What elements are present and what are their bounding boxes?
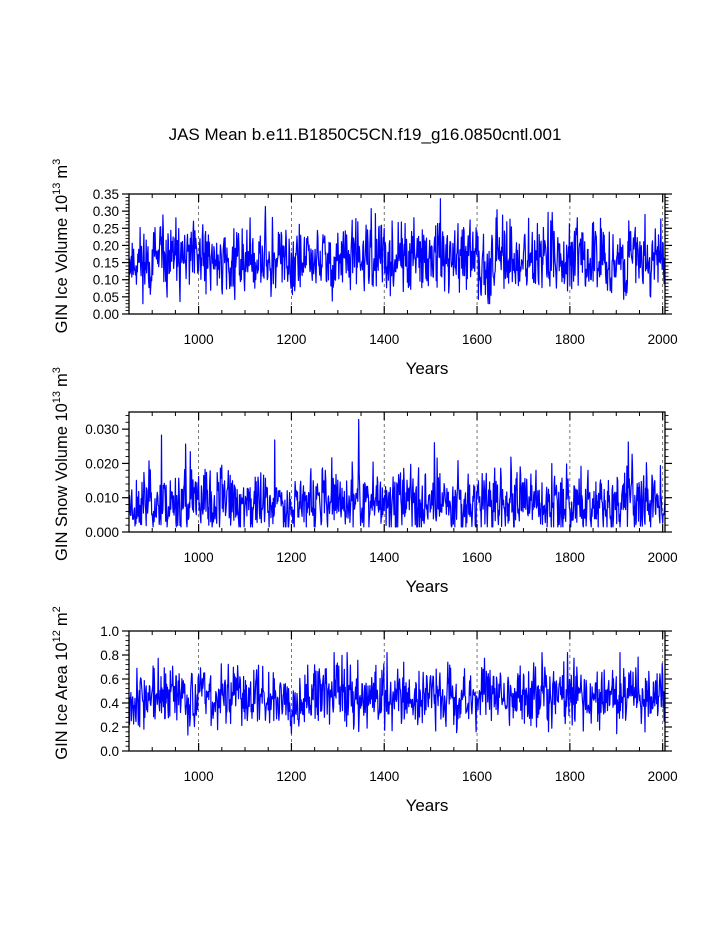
y-tick-label: 0.15 (93, 256, 119, 271)
y-tick-label: 0.020 (85, 456, 119, 471)
x-tick-label: 1200 (276, 550, 306, 565)
y-tick-label: 0.030 (85, 422, 119, 437)
x-tick-label: 1400 (369, 550, 399, 565)
y-axis-label: GIN Snow Volume 1013m3 (51, 367, 71, 561)
x-tick-label: 1200 (276, 332, 306, 347)
panel-snow_volume: 1000 1200 1400 1600 1800 2000 0.000 0.010 0.020 0… (51, 367, 678, 596)
x-tick-label: 1000 (184, 550, 214, 565)
y-tick-label: 0.25 (93, 221, 119, 236)
series-line-ice_area (128, 651, 666, 736)
y-tick-label: 0.0 (100, 744, 119, 759)
y-tick-label: 0.05 (93, 290, 119, 305)
x-axis-label: Years (406, 359, 449, 378)
y-tick-label: 0.10 (93, 273, 119, 288)
y-tick-label: 0.00 (93, 307, 119, 322)
x-tick-label: 2000 (648, 332, 678, 347)
x-tick-label: 1800 (555, 332, 585, 347)
x-tick-label: 1600 (462, 550, 492, 565)
y-axis-label: GIN Ice Area 1012m2 (51, 606, 71, 760)
x-tick-label: 1200 (276, 769, 306, 784)
y-tick-label: 0.35 (93, 187, 119, 202)
series-line-ice_volume (128, 198, 666, 305)
series-line-snow_volume (128, 418, 666, 528)
y-tick-label: 0.2 (100, 720, 119, 735)
y-tick-label: 0.30 (93, 204, 119, 219)
y-tick-label: 0.6 (100, 672, 119, 687)
x-tick-label: 1800 (555, 769, 585, 784)
plot-frame (128, 193, 666, 315)
panel-ice_area: 1000 1200 1400 1600 1800 2000 0.0 0.2 0.4 0.6 0.8 1… (51, 606, 678, 815)
y-tick-label: 0.4 (100, 696, 119, 711)
x-tick-label: 1400 (369, 769, 399, 784)
panel-ice_volume: 1000 1200 1400 1600 1800 2000 0.00 0.05 0.10 0.15… (51, 159, 678, 378)
x-tick-label: 1600 (462, 332, 492, 347)
x-tick-label: 1000 (184, 332, 214, 347)
y-tick-label: 0.20 (93, 238, 119, 253)
x-tick-label: 1800 (555, 550, 585, 565)
figure-title: JAS Mean b.e11.B1850C5CN.f19_g16.0850cnt… (169, 125, 562, 144)
y-axis-label: GIN Ice Volume 1013m3 (51, 159, 71, 334)
plot-frame (128, 630, 666, 752)
x-axis-label: Years (406, 577, 449, 596)
x-tick-label: 1400 (369, 332, 399, 347)
x-axis-label: Years (406, 796, 449, 815)
x-tick-label: 2000 (648, 769, 678, 784)
panels: 1000 1200 1400 1600 1800 2000 0.00 0.05 0.10 0.15… (51, 159, 678, 815)
y-tick-label: 0.010 (85, 491, 119, 506)
y-tick-label: 0.8 (100, 648, 119, 663)
x-tick-label: 1600 (462, 769, 492, 784)
x-tick-label: 1000 (184, 769, 214, 784)
plot-frame (128, 411, 666, 533)
y-tick-label: 1.0 (100, 624, 119, 639)
y-tick-label: 0.000 (85, 525, 119, 540)
x-tick-label: 2000 (648, 550, 678, 565)
